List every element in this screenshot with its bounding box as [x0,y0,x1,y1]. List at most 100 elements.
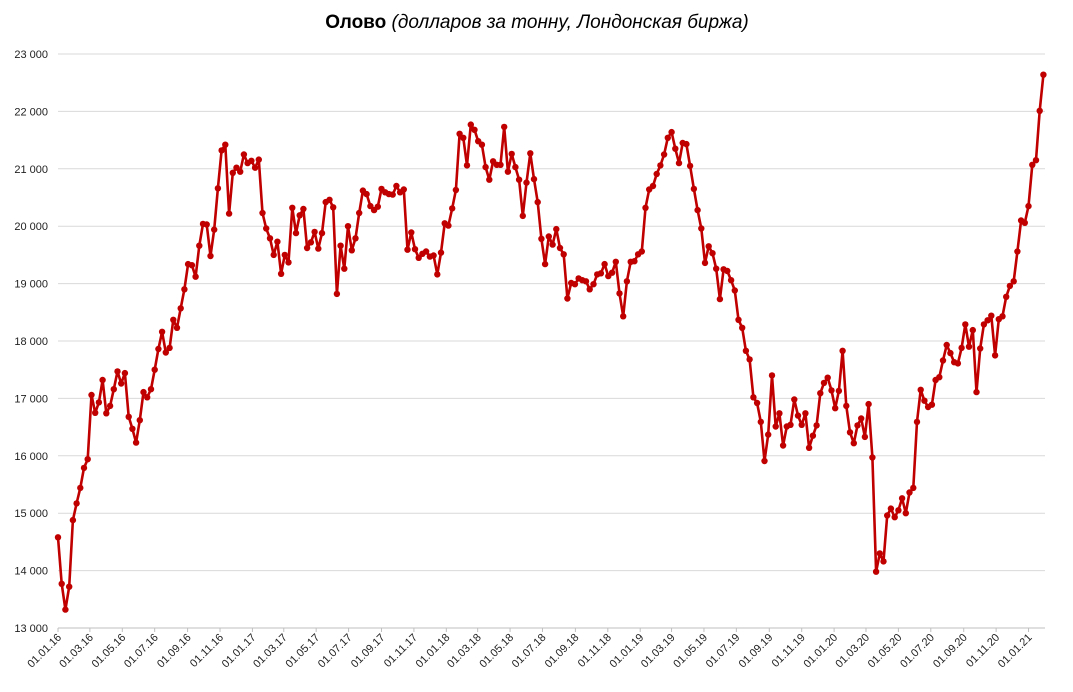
data-point [296,212,303,219]
data-point [887,505,895,512]
x-tick-label: 01.07.17 [316,632,355,671]
data-point [333,290,341,298]
data-point [549,241,556,248]
data-point [884,512,891,519]
data-point [77,484,84,492]
data-point [1006,282,1014,290]
data-point [832,405,839,412]
data-point [422,248,430,255]
data-point [460,134,467,141]
x-tick-label: 01.09.18 [543,632,582,671]
y-tick-label: 15 000 [14,508,48,520]
data-point [207,252,214,260]
data-point [746,356,753,363]
data-point [861,433,869,441]
data-point [106,402,114,410]
data-point [103,410,110,417]
data-point [467,121,474,128]
data-point [344,223,352,230]
data-point [701,259,709,267]
data-point [326,196,333,203]
x-tick-label: 01.03.20 [833,632,872,671]
data-point [229,169,236,176]
y-tick-label: 17 000 [14,393,48,405]
data-point [731,287,738,294]
data-point [962,321,969,328]
y-tick-labels: 13 000 14 000 15 000 16 000 17 000 18 000 19 0… [14,49,48,635]
data-point [980,321,988,328]
data-point [757,418,764,426]
data-point [430,252,437,259]
chart-title-main: Олово [325,12,386,33]
data-point [434,271,441,278]
data-point [404,246,411,253]
data-point [872,568,880,575]
x-tick-label: 01.05.17 [284,632,323,671]
data-point [504,168,512,175]
data-point [538,235,545,242]
data-point [508,150,515,158]
data-point [642,204,649,211]
data-point [408,229,415,236]
y-tick-label: 21 000 [14,164,48,176]
data-point [586,286,593,293]
data-point [954,360,962,367]
data-point [515,176,523,183]
data-point [251,164,259,171]
data-point [1003,293,1010,300]
data-point [218,147,225,154]
data-point [95,399,103,406]
data-point [601,260,608,268]
data-point [776,410,783,417]
grid-layer [58,53,1045,572]
data-point [121,369,129,377]
x-tick-label: 01.11.20 [964,632,1002,670]
data-point [865,400,872,408]
data-point [248,157,255,164]
data-point [92,409,99,416]
data-point [69,516,77,524]
data-point [1025,202,1032,210]
y-tick-label: 20 000 [14,221,48,233]
data-point [631,258,638,265]
data-point [318,229,326,237]
data-point [869,454,876,461]
data-point [341,265,348,272]
x-tick-label: 01.03.16 [57,632,96,671]
data-point [813,422,820,429]
data-point [664,134,671,141]
data-point [411,246,419,253]
data-point [753,399,761,407]
x-tick-label: 01.05.16 [90,632,129,671]
data-point [225,210,233,217]
data-point [913,418,921,426]
data-point [173,324,181,331]
data-point [947,349,954,357]
data-point [850,440,857,447]
data-point [690,185,698,193]
data-point [196,242,203,249]
x-tick-label: 01.03.17 [251,632,290,671]
data-point [921,397,928,404]
data-point [582,278,590,285]
data-point [846,429,854,436]
data-point [936,374,943,381]
data-point [999,313,1006,320]
data-point [564,295,571,302]
data-point [653,170,660,178]
data-point [683,140,690,148]
x-tick-label: 01.05.18 [477,632,516,671]
data-point [155,345,162,353]
data-point [478,141,486,148]
data-point [181,286,188,293]
data-point [694,206,701,214]
data-point [791,396,798,403]
data-point [984,317,991,324]
data-point [724,267,731,275]
data-point [657,162,664,169]
data-point [668,128,675,136]
data-point [281,251,288,259]
data-point [1036,107,1043,115]
data-point [553,225,560,233]
data-point [623,278,631,285]
